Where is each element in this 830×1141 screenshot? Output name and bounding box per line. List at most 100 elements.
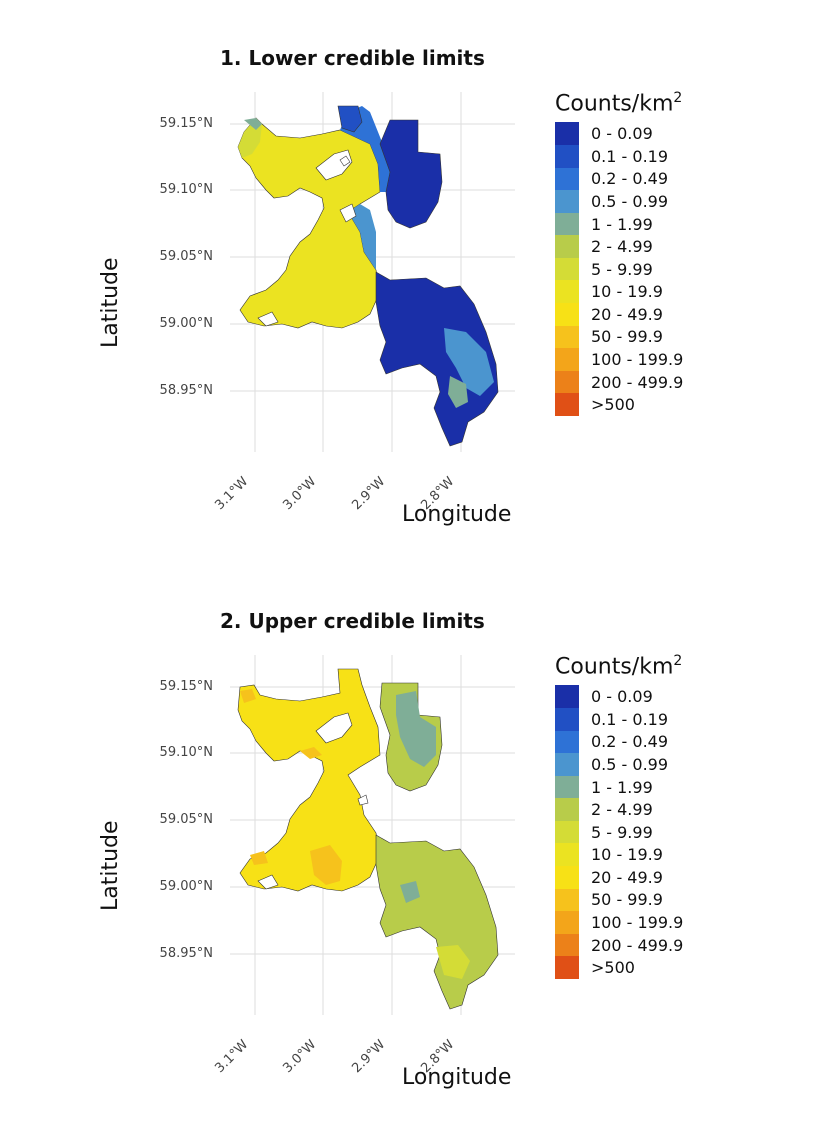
map-panel-upper: 2. Upper credible limits Latitude 59.15°… [0, 593, 830, 1133]
map-hotspot [240, 689, 256, 703]
map-hotspot [300, 747, 322, 759]
map-region-northwest-tip [244, 118, 262, 130]
x-axis-title: Longitude [402, 1065, 512, 1090]
map-region-southeast [375, 834, 499, 1010]
legend-title: Counts/km2 [555, 653, 683, 680]
legend-label: >500 [591, 958, 635, 978]
map-region-northeast-accent [396, 691, 436, 767]
map-region-southeast-inner [444, 328, 494, 396]
y-tick-label: 59.00°N [159, 316, 213, 331]
legend-swatch [555, 325, 579, 349]
legend-item: 50 - 99.9 [555, 888, 683, 912]
legend-item: >500 [555, 393, 683, 417]
legend-swatch [555, 370, 579, 394]
map-lake [315, 712, 353, 744]
legend-swatch [555, 911, 579, 934]
y-tick-label: 58.95°N [159, 946, 213, 961]
legend-swatch [555, 707, 579, 731]
map-lake [357, 794, 369, 806]
legend-label: 0.5 - 0.99 [591, 191, 669, 211]
map-region-north-nub [337, 105, 363, 133]
legend-swatch [555, 257, 579, 281]
legend-label: 0.1 - 0.19 [591, 709, 669, 729]
x-tick-label: 3.1°W [212, 1037, 252, 1077]
legend-label: 50 - 99.9 [591, 890, 663, 910]
legend-item: 200 - 499.9 [555, 933, 683, 957]
map-region-southeast-accent [448, 376, 468, 408]
legend-item: 0.1 - 0.19 [555, 144, 683, 168]
legend-item: 5 - 9.99 [555, 820, 683, 844]
legend-label: 10 - 19.9 [591, 845, 663, 865]
legend-item: 1 - 1.99 [555, 212, 683, 236]
map-lake [315, 149, 353, 181]
legend-label: 50 - 99.9 [591, 327, 663, 347]
legend-item: 200 - 499.9 [555, 370, 683, 394]
legend-item: 100 - 199.9 [555, 911, 683, 934]
legend-swatch [555, 933, 579, 957]
legend-swatch [555, 956, 579, 980]
legend-swatch [555, 888, 579, 912]
legend-item: 1 - 1.99 [555, 775, 683, 799]
panel-title: 2. Upper credible limits [220, 609, 485, 633]
x-tick-label: 2.9°W [349, 474, 389, 514]
y-tick-label: 59.05°N [159, 249, 213, 264]
legend-title: Counts/km2 [555, 90, 683, 117]
legend-item: 0.5 - 0.99 [555, 190, 683, 213]
legend-label: 1 - 1.99 [591, 777, 653, 797]
legend-label: 0.2 - 0.49 [591, 169, 669, 189]
legend-swatch [555, 348, 579, 371]
legend-swatch [555, 753, 579, 776]
legend-item: 20 - 49.9 [555, 866, 683, 889]
legend-label: 5 - 9.99 [591, 259, 653, 279]
legend-swatch [555, 685, 579, 708]
legend-label: 20 - 49.9 [591, 867, 663, 887]
legend-label: 0.1 - 0.19 [591, 146, 669, 166]
x-tick-label: 2.9°W [349, 1037, 389, 1077]
map-hotspot [250, 851, 268, 865]
y-tick-label: 59.15°N [159, 679, 213, 694]
legend-item: 0 - 0.09 [555, 685, 683, 708]
legend-item: 50 - 99.9 [555, 325, 683, 349]
y-tick-label: 59.10°N [159, 745, 213, 760]
legend-item: 10 - 19.9 [555, 843, 683, 867]
legend-label: 0 - 0.09 [591, 124, 653, 144]
legend-swatch [555, 303, 579, 326]
y-tick-label: 59.10°N [159, 182, 213, 197]
map-region-transition-lower [348, 204, 376, 270]
legend-item: 0.5 - 0.99 [555, 753, 683, 776]
legend-item: 5 - 9.99 [555, 257, 683, 281]
legend-label: 0.5 - 0.99 [591, 754, 669, 774]
map-lake [257, 874, 279, 890]
legend-items: 0 - 0.09 0.1 - 0.19 0.2 - 0.49 0.5 - 0.99 1 … [555, 122, 683, 417]
x-axis-title: Longitude [402, 502, 512, 527]
legend-swatch [555, 280, 579, 304]
legend-label: 2 - 4.99 [591, 800, 653, 820]
legend-swatch [555, 730, 579, 754]
legend: Counts/km2 0 - 0.09 0.1 - 0.19 0.2 - 0.49 0… [555, 653, 683, 980]
legend-item: 20 - 49.9 [555, 303, 683, 326]
legend-item: 0.2 - 0.49 [555, 167, 683, 191]
legend-items: 0 - 0.09 0.1 - 0.19 0.2 - 0.49 0.5 - 0.99 1 … [555, 685, 683, 980]
map-region-northeast [379, 119, 443, 229]
legend-swatch [555, 235, 579, 258]
legend-label: 0.2 - 0.49 [591, 732, 669, 752]
map-region-southeast [375, 271, 499, 447]
legend-label: 10 - 19.9 [591, 282, 663, 302]
legend-item: 10 - 19.9 [555, 280, 683, 304]
legend-label: 1 - 1.99 [591, 214, 653, 234]
y-tick-label: 59.05°N [159, 812, 213, 827]
legend-swatch [555, 190, 579, 213]
map-lake [339, 155, 351, 167]
legend-item: 0.2 - 0.49 [555, 730, 683, 754]
legend-label: 5 - 9.99 [591, 822, 653, 842]
legend-swatch [555, 144, 579, 168]
legend-item: 0.1 - 0.19 [555, 707, 683, 731]
legend-swatch [555, 843, 579, 867]
legend-swatch [555, 820, 579, 844]
legend-swatch [555, 798, 579, 821]
legend-swatch [555, 212, 579, 236]
legend-label: 2 - 4.99 [591, 237, 653, 257]
y-axis-title: Latitude [98, 820, 123, 911]
x-tick-label: 3.0°W [280, 474, 320, 514]
map-plot [230, 655, 515, 1015]
